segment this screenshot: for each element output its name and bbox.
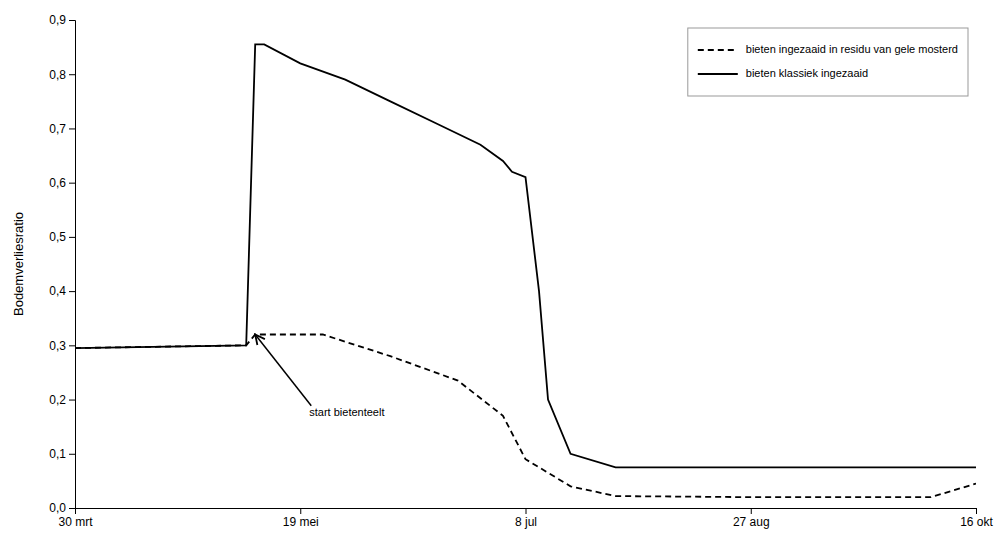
y-tick-label: 0,5	[49, 230, 66, 244]
x-tick-label: 19 mei	[283, 515, 319, 529]
y-tick-mark	[69, 454, 75, 455]
y-tick-mark	[69, 291, 75, 292]
y-tick: 0,7	[49, 122, 75, 136]
x-tick-mark	[300, 508, 301, 514]
y-tick: 0,2	[49, 393, 75, 407]
y-tick-mark	[69, 345, 75, 346]
y-tick-label: 0,6	[49, 176, 66, 190]
plot: 30 mrt19 mei8 jul27 aug16 okt0,00,10,20,…	[49, 13, 993, 528]
y-tick-mark	[69, 183, 75, 184]
chart: 30 mrt19 mei8 jul27 aug16 okt0,00,10,20,…	[0, 0, 1001, 548]
y-tick-mark	[69, 508, 75, 509]
y-tick: 0,4	[49, 284, 75, 298]
y-tick-label: 0,3	[49, 339, 66, 353]
legend: bieten ingezaaid in residu van gele most…	[688, 28, 968, 96]
x-axis: 30 mrt 19 mei 8 jul 27 aug 16 okt	[58, 508, 993, 529]
x-tick: 16 okt	[960, 508, 993, 529]
y-tick-mark	[69, 20, 75, 21]
y-tick: 0,6	[49, 176, 75, 190]
x-axis-line	[76, 509, 977, 515]
y-tick-label: 0,9	[49, 13, 66, 27]
y-tick-label: 0,2	[49, 393, 66, 407]
y-tick: 0,1	[49, 447, 75, 461]
y-tick: 0,3	[49, 339, 75, 353]
legend-box	[688, 28, 968, 96]
x-tick-mark	[751, 508, 752, 514]
y-tick: 0,5	[49, 230, 75, 244]
x-tick: 27 aug	[733, 508, 770, 529]
x-tick: 8 jul	[515, 508, 537, 529]
x-tick-mark	[526, 508, 527, 514]
annotation-text: start bietenteelt	[309, 406, 384, 418]
y-tick-label: 0,1	[49, 447, 66, 461]
series-line	[75, 44, 976, 467]
legend-swatch	[698, 73, 738, 75]
legend-label: bieten ingezaaid in residu van gele most…	[746, 43, 958, 55]
x-tick-label: 27 aug	[733, 515, 770, 529]
lines	[75, 44, 976, 497]
legend-swatch	[698, 49, 738, 51]
y-tick-mark	[69, 128, 75, 129]
y-axis-line	[69, 21, 76, 509]
x-tick-label: 16 okt	[960, 515, 993, 529]
y-tick-label: 0,4	[49, 284, 66, 298]
y-tick-mark	[69, 400, 75, 401]
x-tick: 19 mei	[283, 508, 319, 529]
y-tick-label: 0,7	[49, 122, 66, 136]
y-tick-mark	[69, 237, 75, 238]
y-tick-label: 0,8	[49, 68, 66, 82]
annotation-arrow	[255, 334, 311, 405]
y-tick: 0,8	[49, 68, 75, 82]
x-tick-mark	[976, 508, 977, 514]
series-line	[75, 334, 976, 497]
legend-label: bieten klassiek ingezaaid	[746, 67, 868, 79]
x-tick-label: 8 jul	[515, 515, 537, 529]
y-tick: 0,0	[49, 501, 75, 515]
y-axis: 0,0 0,1 0,2 0,3 0,4 0,5 0,6 0,7 0,8 0,9	[49, 13, 75, 515]
y-axis-title: Bodemverliesratio	[11, 212, 26, 316]
y-tick-label: 0,0	[49, 501, 66, 515]
y-tick-mark	[69, 74, 75, 75]
y-tick: 0,9	[49, 13, 75, 27]
x-tick-label: 30 mrt	[58, 515, 93, 529]
